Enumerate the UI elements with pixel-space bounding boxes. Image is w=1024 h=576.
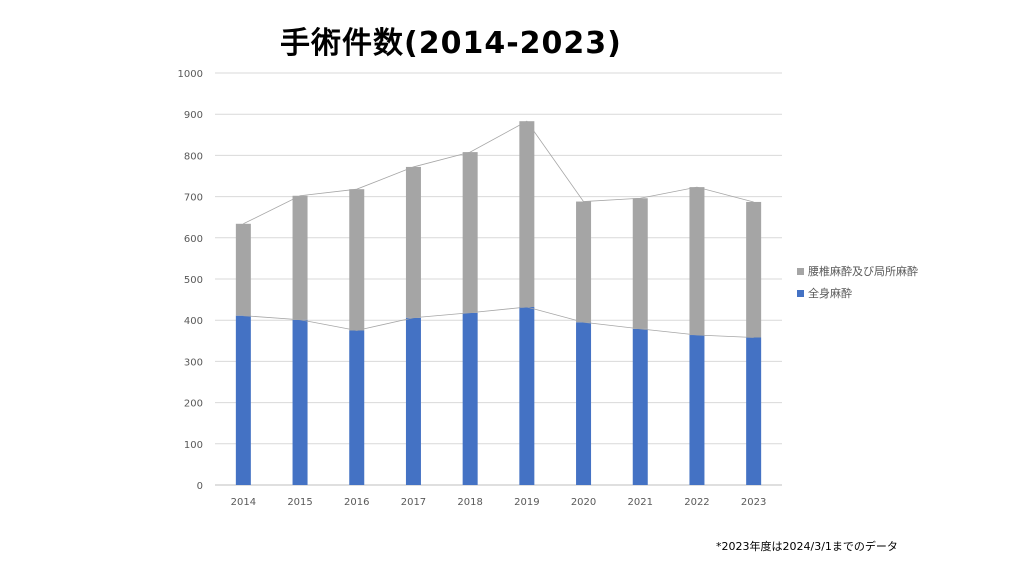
footnote: *2023年度は2024/3/1までのデータ bbox=[716, 540, 898, 553]
y-tick-label: 0 bbox=[197, 481, 203, 492]
series-line-total bbox=[243, 120, 754, 225]
bar-2019-全身麻酔 bbox=[519, 307, 535, 485]
x-tick-label: 2014 bbox=[231, 497, 256, 508]
bars bbox=[235, 121, 762, 485]
legend-label: 全身麻酔 bbox=[808, 286, 852, 300]
chart-title: 手術件数(2014-2023) bbox=[280, 26, 622, 61]
y-tick-label: 500 bbox=[184, 275, 203, 286]
gridlines bbox=[215, 72, 782, 486]
bar-2017-全身麻酔 bbox=[405, 317, 421, 485]
y-tick-label: 600 bbox=[184, 234, 203, 245]
legend-swatch bbox=[797, 268, 804, 275]
bar-2017-腰椎麻酔及び局所麻酔 bbox=[405, 166, 421, 318]
bar-2014-全身麻酔 bbox=[235, 315, 251, 485]
bar-2016-全身麻酔 bbox=[349, 330, 365, 485]
series-line-全身麻酔 bbox=[243, 306, 754, 338]
y-tick-label: 300 bbox=[184, 357, 203, 368]
bar-2018-腰椎麻酔及び局所麻酔 bbox=[462, 152, 478, 313]
x-tick-label: 2021 bbox=[628, 497, 653, 508]
y-tick-label: 200 bbox=[184, 399, 203, 410]
bar-2021-腰椎麻酔及び局所麻酔 bbox=[632, 198, 648, 329]
bar-2015-全身麻酔 bbox=[292, 319, 308, 485]
axes: 0 100 200 300 400 500 600 700 800 900 1000 2014 2015… bbox=[178, 69, 767, 508]
x-tick-label: 2016 bbox=[344, 497, 369, 508]
x-tick-label: 2020 bbox=[571, 497, 596, 508]
bar-2023-全身麻酔 bbox=[746, 337, 762, 485]
series-lines bbox=[243, 120, 754, 338]
x-tick-label: 2018 bbox=[457, 497, 482, 508]
y-tick-label: 900 bbox=[184, 110, 203, 121]
bar-2022-全身麻酔 bbox=[689, 335, 705, 485]
x-tick-label: 2019 bbox=[514, 497, 539, 508]
bar-2019-腰椎麻酔及び局所麻酔 bbox=[519, 121, 535, 308]
bar-2016-腰椎麻酔及び局所麻酔 bbox=[349, 189, 365, 331]
x-tick-label: 2022 bbox=[684, 497, 709, 508]
legend-label: 腰椎麻酔及び局所麻酔 bbox=[808, 264, 918, 278]
x-tick-label: 2015 bbox=[287, 497, 312, 508]
y-tick-label: 1000 bbox=[178, 69, 203, 80]
bar-2014-腰椎麻酔及び局所麻酔 bbox=[235, 223, 251, 316]
bar-2021-全身麻酔 bbox=[632, 328, 648, 485]
bar-2020-全身麻酔 bbox=[576, 322, 592, 485]
x-tick-label: 2023 bbox=[741, 497, 766, 508]
y-tick-label: 100 bbox=[184, 440, 203, 451]
legend-swatch bbox=[797, 290, 804, 297]
bar-2020-腰椎麻酔及び局所麻酔 bbox=[576, 201, 592, 323]
x-tick-label: 2017 bbox=[401, 497, 426, 508]
y-tick-label: 400 bbox=[184, 316, 203, 327]
y-tick-label: 700 bbox=[184, 193, 203, 204]
bar-2022-腰椎麻酔及び局所麻酔 bbox=[689, 187, 705, 336]
y-tick-label: 800 bbox=[184, 151, 203, 162]
bar-2015-腰椎麻酔及び局所麻酔 bbox=[292, 195, 308, 320]
bar-2018-全身麻酔 bbox=[462, 312, 478, 485]
bar-2023-腰椎麻酔及び局所麻酔 bbox=[746, 201, 762, 338]
